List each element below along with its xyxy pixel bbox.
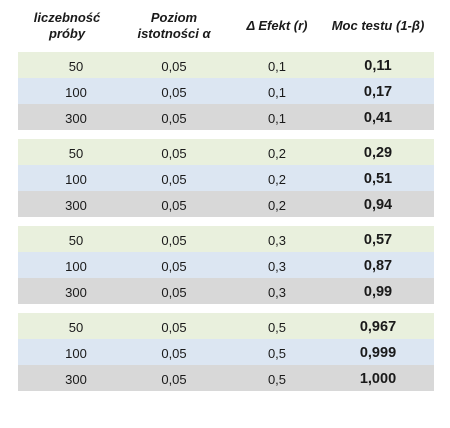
- cell-test-power: 0,94: [363, 197, 393, 213]
- cell-test-power: 0,87: [363, 258, 393, 274]
- table-body: 50 0,05 0,1 0,11 100 0,05 0,1 0,17 300 0,05 0,1 0,4…: [18, 52, 434, 391]
- table-row: 100 0,05 0,5 0,999: [18, 339, 434, 365]
- cell-effect-size: 0,1: [267, 84, 287, 100]
- cell-test-power: 0,17: [363, 84, 393, 100]
- cell-test-power: 1,000: [359, 371, 397, 387]
- cell-significance-level: 0,05: [161, 345, 187, 361]
- row-group: 50 0,05 0,3 0,57 100 0,05 0,3 0,87 300 0,05 0,3 0,9…: [18, 226, 434, 304]
- row-group: 50 0,05 0,2 0,29 100 0,05 0,2 0,51 300 0,05 0,2 0,9…: [18, 139, 434, 217]
- table-row: 50 0,05 0,1 0,11: [18, 52, 434, 78]
- table-row: 100 0,05 0,2 0,51: [18, 165, 434, 191]
- cell-test-power: 0,999: [359, 345, 397, 361]
- cell-effect-size: 0,1: [267, 110, 287, 126]
- cell-test-power: 0,29: [363, 145, 393, 161]
- cell-sample-size: 300: [65, 371, 87, 387]
- cell-significance-level: 0,05: [161, 284, 187, 300]
- cell-sample-size: 100: [65, 84, 87, 100]
- table-row: 100 0,05 0,3 0,87: [18, 252, 434, 278]
- cell-significance-level: 0,05: [161, 171, 187, 187]
- cell-significance-level: 0,05: [161, 145, 187, 161]
- table-row: 300 0,05 0,5 1,000: [18, 365, 434, 391]
- cell-effect-size: 0,3: [267, 232, 287, 248]
- cell-test-power: 0,57: [363, 232, 393, 248]
- cell-test-power: 0,99: [363, 284, 393, 300]
- cell-significance-level: 0,05: [161, 84, 187, 100]
- table-row: 100 0,05 0,1 0,17: [18, 78, 434, 104]
- cell-effect-size: 0,3: [267, 258, 287, 274]
- cell-sample-size: 100: [65, 258, 87, 274]
- cell-test-power: 0,51: [363, 171, 393, 187]
- cell-sample-size: 100: [65, 345, 87, 361]
- cell-significance-level: 0,05: [161, 371, 187, 387]
- header-effect-size: Δ Efekt (r): [246, 18, 308, 33]
- cell-effect-size: 0,5: [267, 319, 287, 335]
- cell-significance-level: 0,05: [161, 110, 187, 126]
- power-table: liczebność próby Poziom istotności α Δ E…: [18, 0, 434, 400]
- cell-sample-size: 300: [65, 197, 87, 213]
- header-test-power: Moc testu (1-β): [331, 18, 425, 33]
- table-row: 300 0,05 0,3 0,99: [18, 278, 434, 304]
- cell-sample-size: 300: [65, 284, 87, 300]
- table-row: 300 0,05 0,2 0,94: [18, 191, 434, 217]
- cell-sample-size: 50: [68, 58, 84, 74]
- table-row: 50 0,05 0,3 0,57: [18, 226, 434, 252]
- cell-sample-size: 50: [68, 319, 84, 335]
- header-significance-level: Poziom istotności α: [137, 10, 211, 41]
- table-row: 50 0,05 0,2 0,29: [18, 139, 434, 165]
- cell-effect-size: 0,1: [267, 58, 287, 74]
- cell-effect-size: 0,2: [267, 145, 287, 161]
- cell-significance-level: 0,05: [161, 319, 187, 335]
- cell-sample-size: 50: [68, 145, 84, 161]
- cell-significance-level: 0,05: [161, 197, 187, 213]
- table-header: liczebność próby Poziom istotności α Δ E…: [18, 0, 434, 52]
- cell-significance-level: 0,05: [161, 232, 187, 248]
- cell-effect-size: 0,2: [267, 197, 287, 213]
- cell-significance-level: 0,05: [161, 258, 187, 274]
- row-group: 50 0,05 0,1 0,11 100 0,05 0,1 0,17 300 0,05 0,1 0,4…: [18, 52, 434, 130]
- cell-effect-size: 0,2: [267, 171, 287, 187]
- header-sample-size: liczebność próby: [33, 10, 101, 41]
- cell-sample-size: 300: [65, 110, 87, 126]
- row-group: 50 0,05 0,5 0,967 100 0,05 0,5 0,999 300 0,05 0,5 1…: [18, 313, 434, 391]
- cell-significance-level: 0,05: [161, 58, 187, 74]
- cell-effect-size: 0,3: [267, 284, 287, 300]
- cell-effect-size: 0,5: [267, 345, 287, 361]
- cell-effect-size: 0,5: [267, 371, 287, 387]
- cell-test-power: 0,967: [359, 319, 397, 335]
- cell-sample-size: 50: [68, 232, 84, 248]
- table-row: 300 0,05 0,1 0,41: [18, 104, 434, 130]
- table-row: 50 0,05 0,5 0,967: [18, 313, 434, 339]
- cell-sample-size: 100: [65, 171, 87, 187]
- cell-test-power: 0,11: [364, 58, 392, 74]
- cell-test-power: 0,41: [363, 110, 393, 126]
